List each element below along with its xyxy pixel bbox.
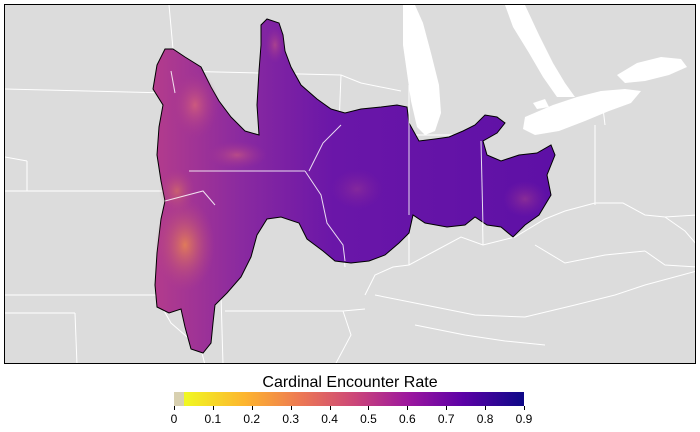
legend-tick-label: 0.7 (437, 412, 455, 426)
legend-tick-label: 0.5 (360, 412, 377, 426)
legend-tick (251, 406, 253, 410)
legend-tick-label: 0.6 (398, 412, 416, 426)
legend-tick (407, 406, 409, 410)
legend-tick-label: 0.1 (204, 412, 222, 426)
legend-tick (290, 406, 292, 410)
legend-tick (212, 406, 214, 410)
legend-gradient (184, 392, 524, 406)
legend: Cardinal Encounter Rate 0 0.1 0.2 0.3 0.4 0.5… (0, 372, 700, 432)
legend-tick-label: 0.2 (243, 412, 261, 426)
legend-tick-label: 0 (170, 412, 178, 426)
legend-tick-label: 0.8 (476, 412, 494, 426)
legend-title: Cardinal Encounter Rate (262, 374, 438, 391)
legend-tick-label: 0.9 (515, 412, 533, 426)
legend-tick-label: 0.4 (321, 412, 338, 426)
legend-tick-label: 0.3 (282, 412, 299, 426)
legend-color-bar (174, 392, 524, 406)
legend-na-swatch (174, 392, 184, 406)
map (5, 5, 695, 363)
legend-tick (368, 406, 370, 410)
legend-tick (485, 406, 487, 410)
great-lakes (403, 5, 687, 135)
legend-tick (524, 406, 525, 410)
map-panel (4, 4, 696, 364)
legend-tick (446, 406, 448, 410)
legend-tick (329, 406, 331, 410)
legend-tick (174, 406, 175, 410)
encounter-rate-range (152, 18, 556, 354)
